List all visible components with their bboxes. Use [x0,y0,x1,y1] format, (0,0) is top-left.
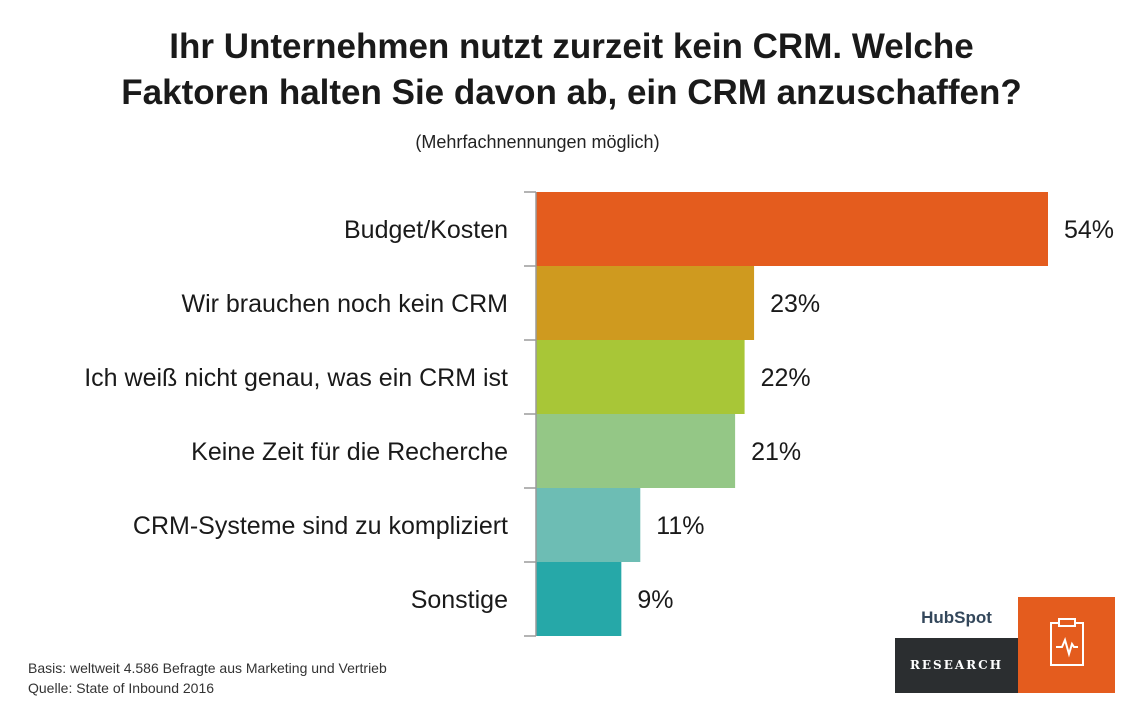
bar-5 [536,562,622,636]
bar-0 [536,192,1048,266]
bar-1 [536,266,755,340]
logo-orange-panel [1018,597,1115,693]
category-label: Budget/Kosten [344,216,508,244]
clipboard-pulse-icon [1050,618,1084,666]
chart-subtitle: (Mehrfachnennungen möglich) [415,132,660,152]
value-label: 54% [1064,216,1114,244]
hubspot-logo-text: HubSpot [895,597,1018,638]
category-label: Keine Zeit für die Recherche [191,438,508,466]
footer-basis: Basis: weltweit 4.586 Befragte aus Marke… [28,660,387,676]
chart-title-line-1: Ihr Unternehmen nutzt zurzeit kein CRM. … [169,27,974,66]
footer-notes: Basis: weltweit 4.586 Befragte aus Marke… [28,658,387,698]
hubspot-research-logo: HubSpot RESEARCH [895,597,1115,693]
value-label: 22% [761,364,811,392]
research-label: RESEARCH [895,638,1018,693]
bar-3 [536,414,736,488]
bar-4 [536,488,641,562]
value-label: 9% [637,586,673,614]
value-label: 23% [770,290,820,318]
category-label: Ich weiß nicht genau, was ein CRM ist [84,364,508,392]
category-label: Sonstige [411,586,508,614]
chart-title: Ihr Unternehmen nutzt zurzeit kein CRM. … [0,24,1143,116]
bar-2 [536,340,745,414]
chart-title-line-2: Faktoren halten Sie davon ab, ein CRM an… [121,73,1022,112]
footer-source: Quelle: State of Inbound 2016 [28,680,215,696]
value-label: 21% [751,438,801,466]
category-label: Wir brauchen noch kein CRM [181,290,508,318]
value-label: 11% [656,512,704,540]
category-label: CRM-Systeme sind zu kompliziert [133,512,508,540]
